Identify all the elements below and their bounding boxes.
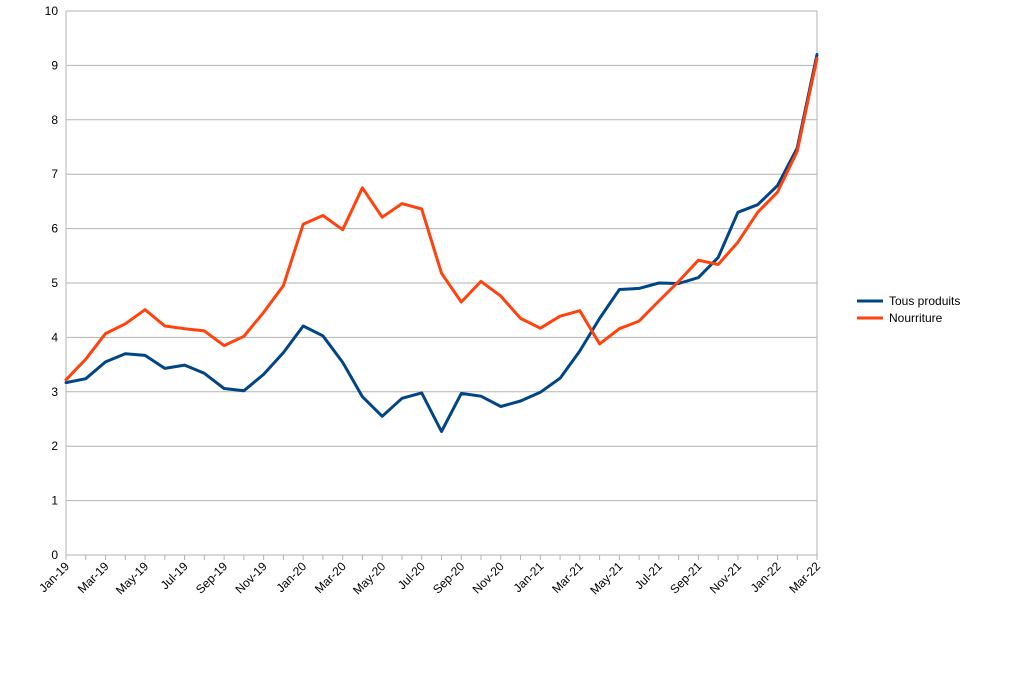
x-tick-label: Sep-20 bbox=[430, 559, 467, 596]
x-tick-label: Jan-21 bbox=[511, 559, 547, 595]
x-tick-label: May-20 bbox=[350, 559, 388, 597]
legend-label: Tous produits bbox=[889, 294, 960, 308]
x-tick-label: Jan-22 bbox=[748, 559, 784, 595]
y-tick-label: 2 bbox=[51, 439, 58, 453]
y-tick-label: 5 bbox=[51, 276, 58, 290]
series-line-1 bbox=[64, 53, 819, 433]
x-tick-label: Nov-20 bbox=[470, 559, 507, 596]
y-tick-label: 8 bbox=[51, 113, 58, 127]
y-tick-label: 1 bbox=[51, 494, 58, 508]
legend: Tous produits Nourriture bbox=[857, 294, 960, 325]
y-tick-label: 10 bbox=[45, 4, 59, 18]
x-tick-label: Sep-19 bbox=[193, 559, 230, 596]
x-tick-label: May-19 bbox=[113, 559, 151, 597]
x-tick-label: Sep-21 bbox=[667, 559, 704, 596]
y-tick-label: 3 bbox=[51, 385, 58, 399]
series-lines bbox=[64, 53, 819, 433]
x-tick-label: Jul-20 bbox=[395, 559, 428, 592]
legend-label: Nourriture bbox=[889, 311, 943, 325]
x-tick-label: Mar-20 bbox=[312, 559, 349, 596]
x-tick-labels: Jan-19 Mar-19 May-19 Jul-19 Sep-19 Nov-19 Jan-… bbox=[36, 559, 823, 597]
x-tick-label: Mar-22 bbox=[786, 559, 823, 596]
y-tick-label: 0 bbox=[51, 548, 58, 562]
y-tick-label: 9 bbox=[51, 58, 58, 72]
x-tick-label: Jul-19 bbox=[158, 559, 191, 592]
x-tick-label: May-21 bbox=[587, 559, 625, 597]
y-tick-label: 6 bbox=[51, 222, 58, 236]
x-tick-label: Mar-21 bbox=[549, 559, 586, 596]
x-tick-label: Jan-20 bbox=[273, 559, 309, 595]
y-tick-labels: 0 1 2 3 4 5 6 7 8 9 10 bbox=[45, 4, 59, 562]
x-tick-label: Jul-21 bbox=[632, 559, 665, 592]
x-tick-label: Nov-21 bbox=[707, 559, 744, 596]
y-tick-label: 7 bbox=[51, 167, 58, 181]
x-tick-label: Jan-19 bbox=[36, 559, 72, 595]
axes bbox=[65, 11, 818, 560]
gridlines bbox=[66, 10, 817, 556]
series-line-2 bbox=[64, 56, 819, 382]
x-tick-label: Nov-19 bbox=[232, 559, 269, 596]
x-tick-label: Mar-19 bbox=[75, 559, 112, 596]
y-tick-label: 4 bbox=[51, 330, 58, 344]
